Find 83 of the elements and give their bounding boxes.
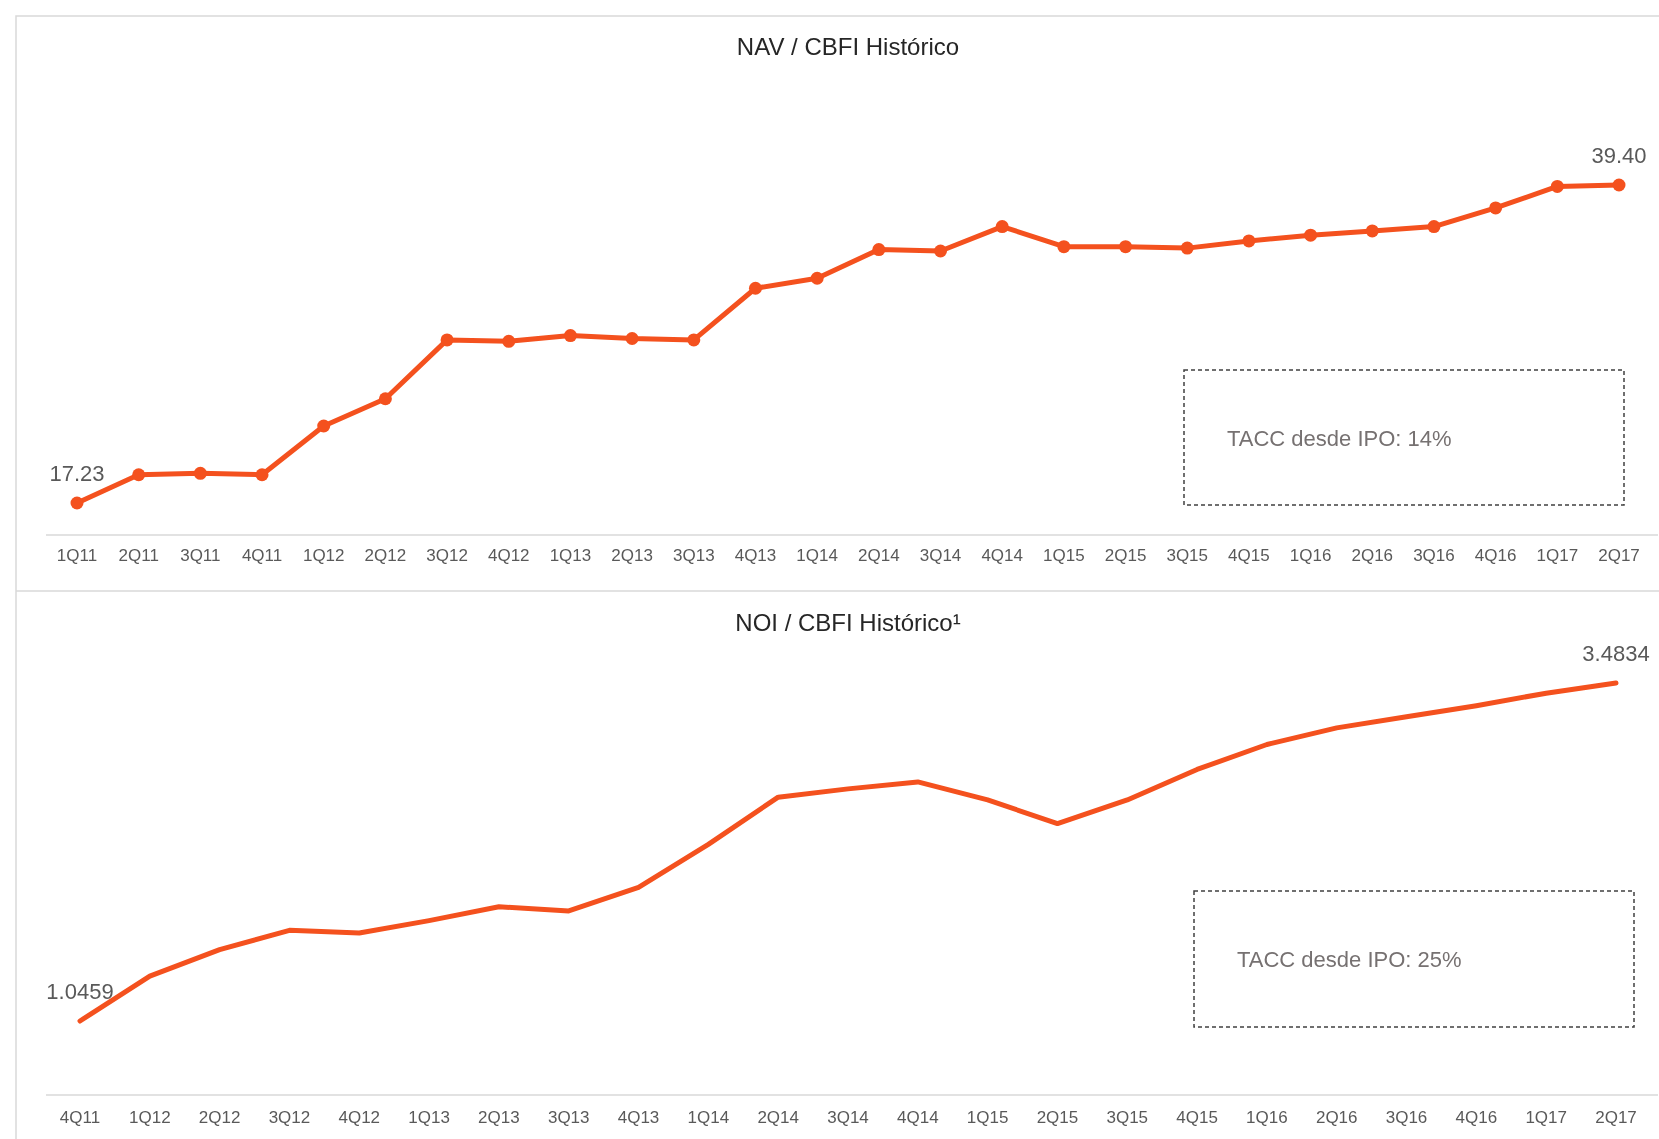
x-tick-label: 3Q13 [547, 1108, 590, 1127]
annotation: TACC desde IPO: 25% [1237, 947, 1462, 972]
point [872, 243, 886, 257]
point [502, 334, 516, 348]
x-tick-label: 3Q14 [827, 1108, 869, 1127]
point [563, 329, 577, 343]
x-tick-label: 3Q16 [1385, 1108, 1428, 1127]
x-tick-label: 4Q13 [734, 546, 777, 565]
annotation: TACC desde IPO: 14% [1227, 425, 1452, 451]
x-tick-label: 1Q12 [129, 1108, 171, 1127]
data-label: 39.40 [1591, 143, 1647, 168]
chart-title: NAV / CBFI Histórico [736, 33, 960, 60]
x-tick-label: 1Q13 [408, 1108, 450, 1127]
point [687, 333, 701, 347]
x-tick-label: 1Q15 [966, 1108, 1009, 1127]
x-tick-label: 1Q14 [796, 546, 838, 565]
point [132, 468, 146, 482]
x-tick-label: 1Q17 [1525, 1108, 1567, 1127]
x-tick-label: 4Q14 [897, 1108, 939, 1127]
data-label: 17.23 [49, 461, 105, 486]
point [193, 466, 207, 480]
x-tick-label: 2Q11 [118, 546, 159, 565]
point [1427, 220, 1441, 234]
x-tick-label: 1Q16 [1246, 1108, 1288, 1127]
x-tick-label: 3Q12 [268, 1108, 311, 1127]
x-tick-label: 4Q13 [617, 1108, 660, 1127]
point [1057, 240, 1071, 254]
x-tick-label: 2Q12 [198, 1108, 241, 1127]
point [1365, 224, 1379, 238]
x-tick-label: 4Q15 [1228, 546, 1270, 565]
x-tick-label: 4Q14 [981, 546, 1023, 565]
point [1119, 240, 1133, 254]
x-tick-label: 1Q17 [1536, 546, 1579, 565]
x-tick-label: 2Q16 [1351, 546, 1394, 565]
x-tick-label: 3Q15 [1106, 1108, 1149, 1127]
x-tick-label: 4Q15 [1176, 1108, 1218, 1127]
point [810, 271, 824, 285]
point [748, 281, 762, 295]
x-tick-label: 4Q16 [1455, 1108, 1498, 1127]
data-label: 3.4834 [1582, 641, 1650, 666]
x-tick-label: 2Q17 [1598, 546, 1640, 565]
x-tick-label: 4Q12 [487, 546, 530, 565]
point [70, 496, 84, 510]
x-tick-label: 1Q12 [302, 546, 345, 565]
point [934, 244, 948, 258]
point [1612, 178, 1626, 192]
chart-title: NOI / CBFI Histórico¹ [735, 609, 961, 636]
x-tick-label: 2Q15 [1104, 546, 1147, 565]
x-tick-label: 2Q13 [611, 546, 653, 565]
data-label: 1.0459 [46, 979, 114, 1004]
point [317, 419, 331, 433]
x-tick-label: 3Q14 [919, 546, 962, 565]
x-tick-label: 1Q11 [56, 546, 98, 565]
point [995, 220, 1009, 234]
x-tick-label: 2Q13 [478, 1108, 520, 1127]
x-tick-label: 3Q12 [426, 546, 468, 565]
x-tick-label: 4Q16 [1474, 546, 1517, 565]
point [625, 331, 639, 345]
point [1550, 179, 1564, 193]
x-tick-label: 3Q11 [180, 546, 221, 565]
x-tick-label: 1Q16 [1289, 546, 1332, 565]
x-tick-label: 1Q15 [1043, 546, 1085, 565]
x-tick-label: 2Q16 [1315, 1108, 1358, 1127]
x-tick-label: 3Q15 [1166, 546, 1209, 565]
x-tick-label: 3Q13 [673, 546, 715, 565]
point [1304, 228, 1318, 242]
x-tick-label: 2Q14 [858, 546, 900, 565]
point [255, 468, 269, 482]
point [440, 333, 454, 347]
x-tick-label: 4Q12 [338, 1108, 381, 1127]
point [1489, 201, 1503, 215]
x-tick-label: 2Q15 [1036, 1108, 1079, 1127]
point [378, 392, 392, 406]
point [1180, 241, 1194, 255]
x-tick-label: 2Q17 [1595, 1108, 1637, 1127]
x-tick-label: 2Q14 [757, 1108, 799, 1127]
point [1242, 234, 1256, 248]
x-tick-label: 2Q12 [364, 546, 407, 565]
x-tick-label: 1Q13 [549, 546, 592, 565]
x-tick-label: 1Q14 [687, 1108, 730, 1127]
x-tick-label: 3Q16 [1413, 546, 1455, 565]
x-tick-label: 4Q11 [59, 1108, 101, 1127]
x-tick-label: 4Q11 [241, 546, 283, 565]
